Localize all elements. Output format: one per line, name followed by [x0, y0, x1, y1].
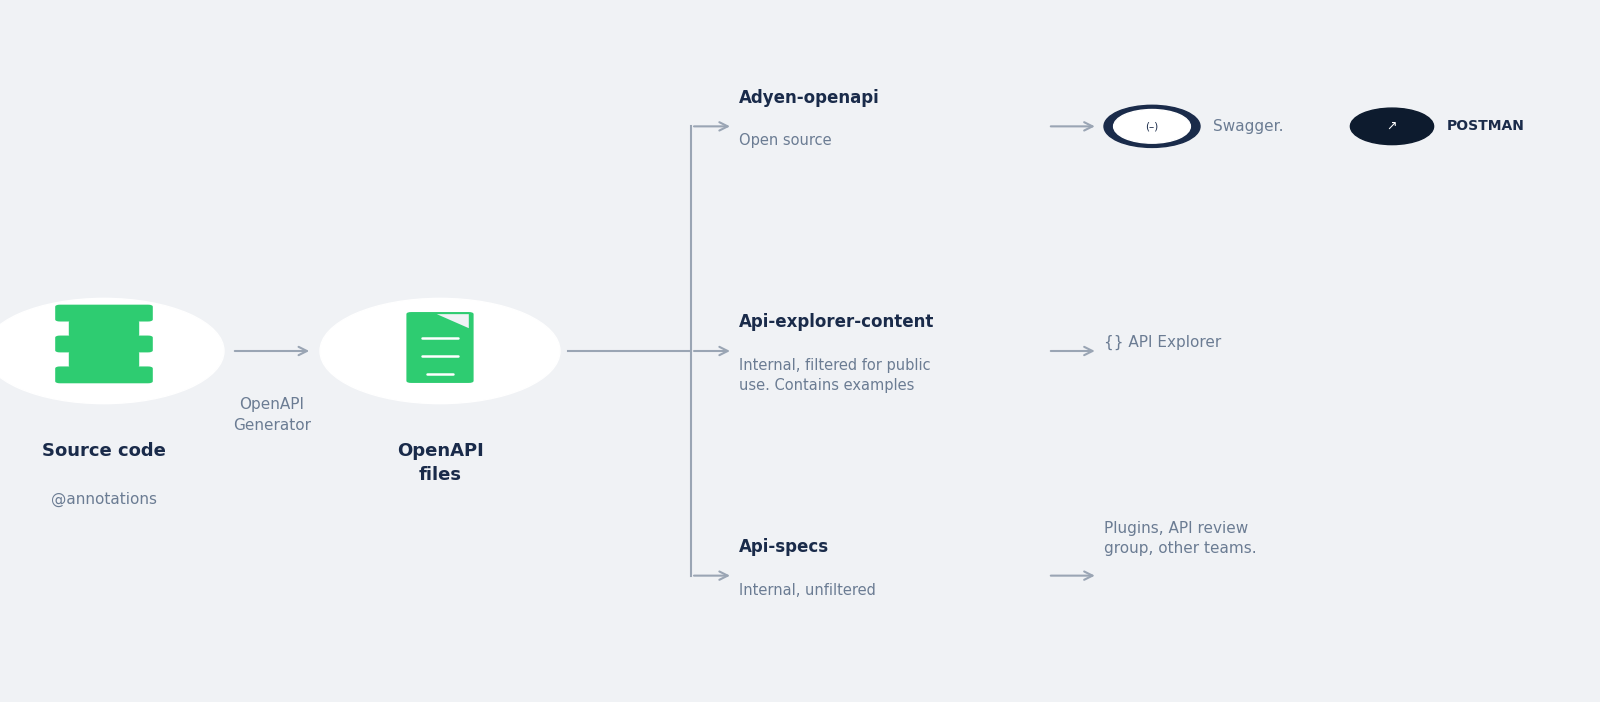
- Text: Open source: Open source: [739, 133, 832, 148]
- FancyBboxPatch shape: [69, 320, 139, 337]
- FancyBboxPatch shape: [54, 336, 154, 352]
- Text: Internal, unfiltered: Internal, unfiltered: [739, 583, 877, 597]
- Text: Swagger.: Swagger.: [1213, 119, 1283, 134]
- Circle shape: [0, 298, 224, 404]
- Text: Internal, filtered for public
use. Contains examples: Internal, filtered for public use. Conta…: [739, 358, 931, 393]
- Text: (–): (–): [1146, 121, 1158, 131]
- Text: Plugins, API review
group, other teams.: Plugins, API review group, other teams.: [1104, 521, 1256, 556]
- Text: OpenAPI
files: OpenAPI files: [397, 442, 483, 484]
- Circle shape: [1104, 105, 1200, 147]
- Text: Api-explorer-content: Api-explorer-content: [739, 313, 934, 331]
- FancyBboxPatch shape: [54, 366, 154, 383]
- FancyBboxPatch shape: [406, 312, 474, 383]
- Polygon shape: [437, 314, 469, 329]
- Text: POSTMAN: POSTMAN: [1446, 119, 1525, 133]
- Text: {} API Explorer: {} API Explorer: [1104, 335, 1221, 350]
- Text: ↗: ↗: [1387, 120, 1397, 133]
- Circle shape: [1350, 108, 1434, 145]
- Text: Adyen-openapi: Adyen-openapi: [739, 88, 880, 107]
- FancyBboxPatch shape: [69, 351, 139, 368]
- FancyBboxPatch shape: [54, 305, 154, 322]
- Circle shape: [320, 298, 560, 404]
- Circle shape: [1114, 110, 1190, 143]
- Text: @annotations: @annotations: [51, 491, 157, 507]
- Text: Source code: Source code: [42, 442, 166, 461]
- Text: Api-specs: Api-specs: [739, 538, 829, 556]
- Text: OpenAPI
Generator: OpenAPI Generator: [234, 397, 310, 432]
